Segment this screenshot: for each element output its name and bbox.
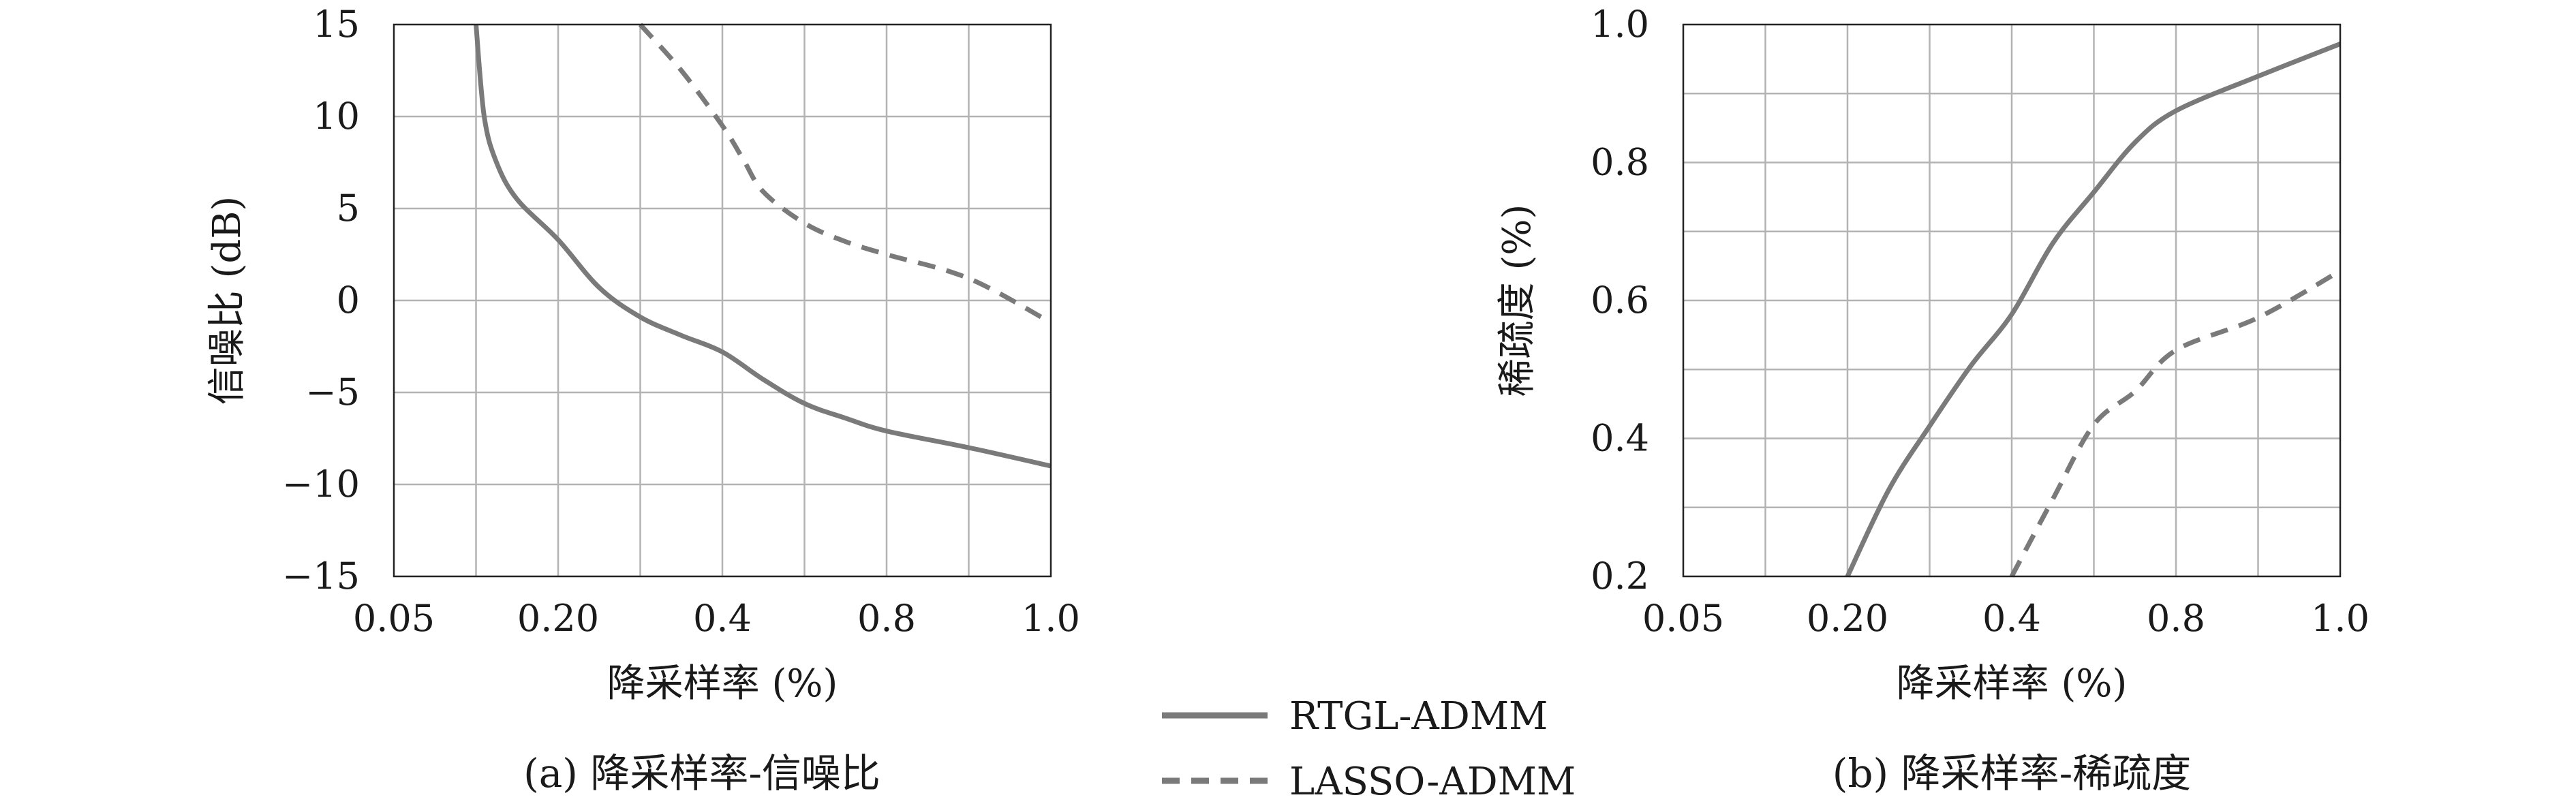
panel-a-y-tick-label: 5 bbox=[337, 187, 360, 230]
panel-b-plot-frame bbox=[1682, 23, 2342, 578]
panel-b-x-tick-label: 1.0 bbox=[2311, 597, 2370, 640]
panel-a-y-tick-label: −10 bbox=[282, 463, 360, 506]
panel-a-x-tick-label: 0.8 bbox=[857, 597, 916, 640]
panel-a-y-tick-label: −5 bbox=[305, 371, 360, 414]
panel-b-y-tick-label: 1.0 bbox=[1591, 3, 1649, 46]
legend-label-rtgl-admm: RTGL-ADMM bbox=[1289, 694, 1548, 739]
panel-b-y-tick-labels: 1.0 0.8 0.6 0.4 0.2 bbox=[1591, 3, 1649, 598]
panel-a-caption: (a) 降采样率-信噪比 bbox=[523, 750, 880, 796]
legend-label-lasso-admm: LASSO-ADMM bbox=[1289, 760, 1576, 804]
panel-b-y-tick-label: 0.8 bbox=[1591, 141, 1649, 184]
panel-a-y-axis-label: 信噪比 (dB) bbox=[205, 196, 249, 405]
panel-b-x-tick-label: 0.05 bbox=[1642, 597, 1724, 640]
panel-a-x-tick-label: 0.20 bbox=[517, 597, 599, 640]
panel-b-x-axis-label: 降采样率 (%) bbox=[1897, 662, 2128, 706]
panel-a-y-tick-label: −15 bbox=[282, 555, 360, 598]
panel-a-y-tick-label: 0 bbox=[337, 279, 360, 322]
legend: RTGL-ADMM LASSO-ADMM bbox=[1162, 694, 1576, 804]
panel-a-x-axis-label: 降采样率 (%) bbox=[607, 662, 838, 706]
panel-a-grid bbox=[394, 25, 1051, 576]
panel-b-y-tick-label: 0.2 bbox=[1591, 555, 1649, 598]
panel-b-lines bbox=[1845, 42, 2342, 578]
panel-b: 0.05 0.20 0.4 0.8 1.0 1.0 0.8 0.6 0.4 0.2 降采样率 (… bbox=[1495, 3, 2370, 796]
panel-b-y-axis-label: 稀疏度 (%) bbox=[1495, 204, 1539, 397]
panel-a-x-tick-label: 0.05 bbox=[353, 597, 435, 640]
panel-a-x-tick-label: 1.0 bbox=[1022, 597, 1080, 640]
panel-a-y-tick-label: 15 bbox=[313, 3, 360, 46]
panel-a-y-tick-label: 10 bbox=[313, 95, 360, 138]
panel-b-x-tick-label: 0.8 bbox=[2147, 597, 2205, 640]
panel-b-y-tick-label: 0.6 bbox=[1591, 279, 1649, 322]
panel-a: 0.05 0.20 0.4 0.8 1.0 15 10 5 0 −5 −10 −15 降采样率 (%… bbox=[205, 3, 1080, 796]
panel-b-series-rtgl-admm bbox=[1845, 42, 2342, 578]
panel-a-x-tick-labels: 0.05 0.20 0.4 0.8 1.0 bbox=[353, 597, 1080, 640]
panel-a-lines bbox=[474, 22, 1052, 469]
panel-b-x-tick-label: 0.20 bbox=[1807, 597, 1888, 640]
panel-b-y-tick-label: 0.4 bbox=[1591, 417, 1649, 460]
panel-a-plot-frame bbox=[393, 23, 1052, 578]
panel-b-x-tick-label: 0.4 bbox=[1982, 597, 2041, 640]
panel-b-grid bbox=[1683, 25, 2340, 576]
panel-a-y-tick-labels: 15 10 5 0 −5 −10 −15 bbox=[282, 3, 360, 598]
panel-a-series-rtgl-admm bbox=[474, 24, 1052, 469]
panel-a-x-tick-label: 0.4 bbox=[693, 597, 752, 640]
panel-a-series-lasso-admm bbox=[638, 22, 1052, 325]
panel-b-x-tick-labels: 0.05 0.20 0.4 0.8 1.0 bbox=[1642, 597, 2370, 640]
panel-b-caption: (b) 降采样率-稀疏度 bbox=[1833, 750, 2191, 796]
